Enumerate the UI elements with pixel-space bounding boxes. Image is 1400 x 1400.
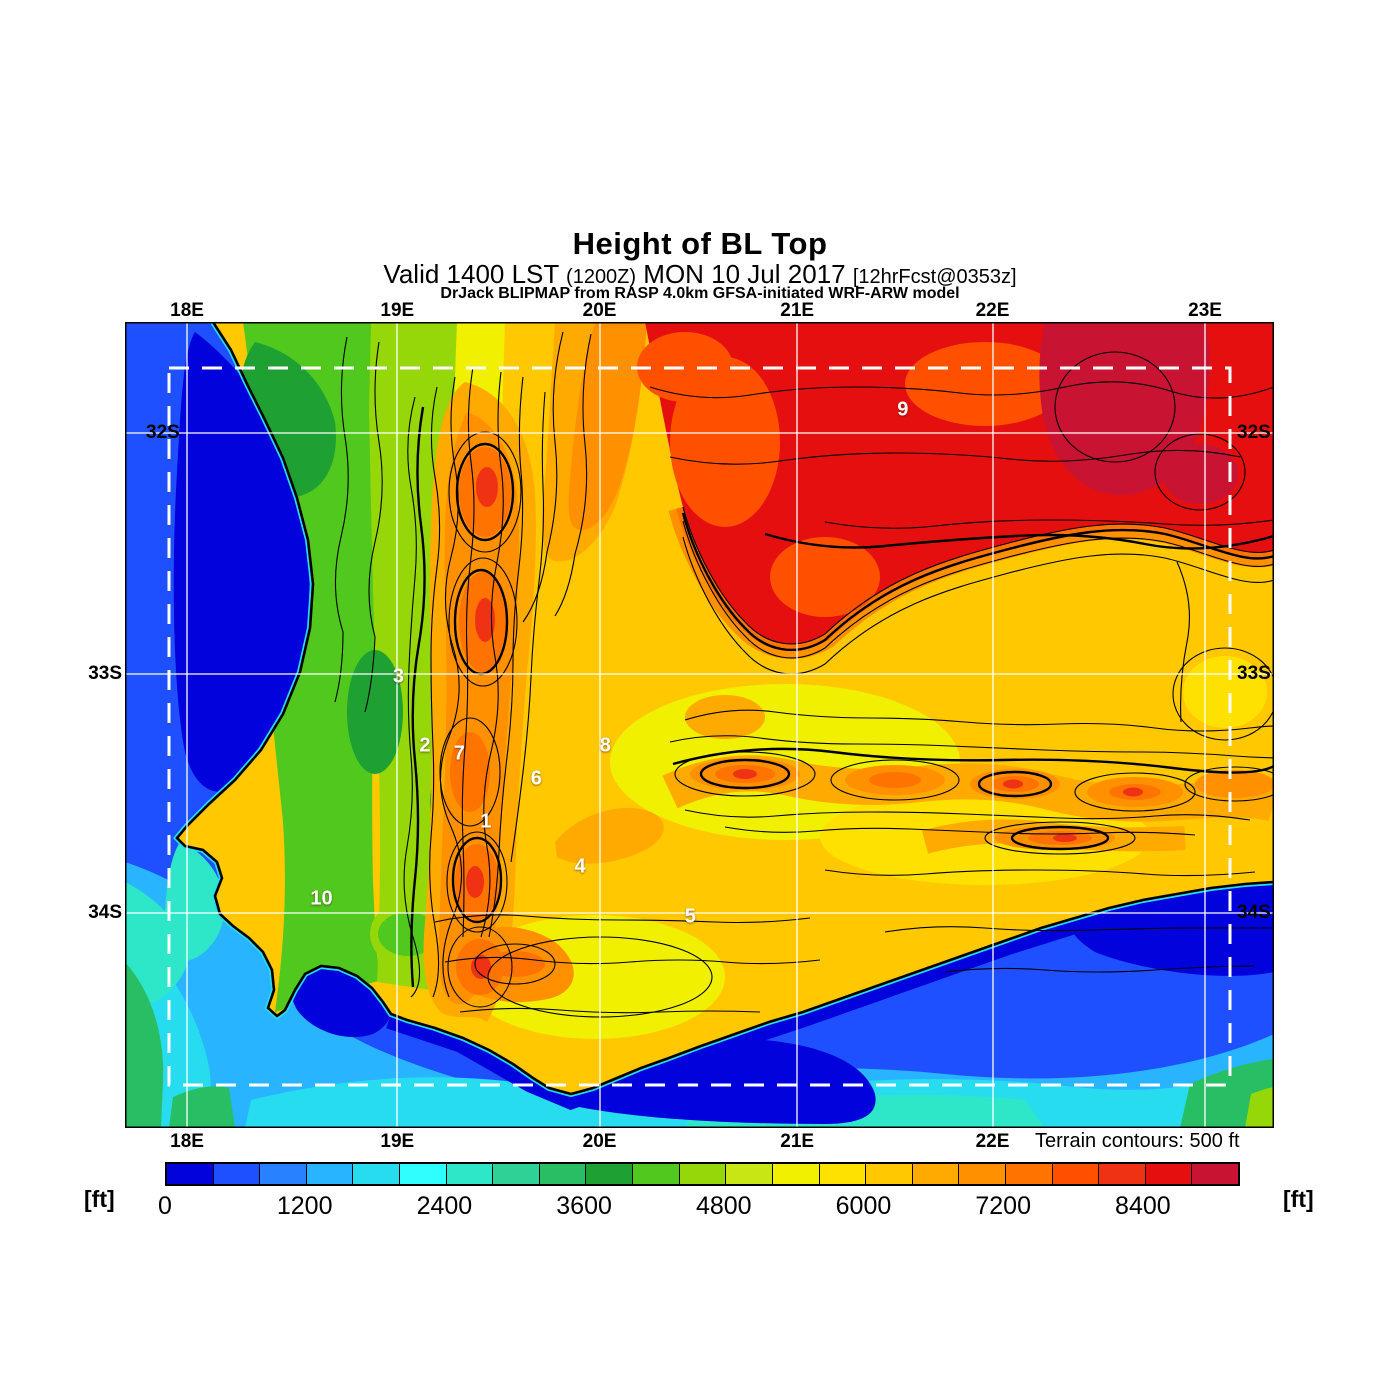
colorbar-tick-3600: 3600 (556, 1192, 612, 1220)
model-source-line: DrJack BLIPMAP from RASP 4.0km GFSA-init… (440, 285, 960, 302)
colorbar-unit-left: [ft] (84, 1186, 115, 1212)
lon-label-bottom-19E: 19E (380, 1131, 415, 1152)
site-marker-2: 2 (419, 734, 431, 757)
lon-label-top-21E: 21E (780, 300, 815, 321)
colorbar-segment-9 (586, 1164, 634, 1184)
colorbar-segment-5 (400, 1164, 447, 1184)
colorbar-segment-19 (1052, 1164, 1100, 1184)
colorbar-segment-1 (213, 1164, 261, 1184)
lat-label-left-34S: 34S (88, 901, 122, 923)
lat-label-right-34S: 34S (1237, 901, 1271, 923)
valid-line-part: (1200Z) (566, 266, 637, 288)
colorbar-tick-6000: 6000 (835, 1192, 892, 1220)
colorbar (165, 1162, 1240, 1186)
terrain-contour-note: Terrain contours: 500 ft (1035, 1130, 1240, 1152)
valid-line-part: MON 10 Jul 2017 (636, 259, 853, 289)
model-domain-box (167, 366, 1232, 1087)
site-marker-3: 3 (392, 665, 405, 688)
colorbar-segment-14 (819, 1164, 867, 1184)
colorbar-segment-18 (1005, 1164, 1053, 1184)
colorbar-tick-1200: 1200 (276, 1192, 333, 1220)
site-marker-5: 5 (684, 905, 696, 928)
colorbar-segment-3 (306, 1164, 354, 1184)
map-area (125, 322, 1274, 1128)
colorbar-segment-0 (167, 1164, 214, 1184)
site-marker-9: 9 (897, 398, 909, 421)
colorbar-segment-6 (446, 1164, 494, 1184)
lat-label-left-33S: 33S (88, 663, 122, 685)
site-marker-7: 7 (453, 742, 465, 765)
colorbar-tick-4800: 4800 (695, 1192, 752, 1220)
colorbar-segment-11 (679, 1164, 727, 1184)
colorbar-segment-16 (912, 1164, 960, 1184)
colorbar-segment-10 (633, 1164, 680, 1184)
lon-label-bottom-20E: 20E (582, 1131, 617, 1152)
colorbar-segment-7 (493, 1164, 540, 1184)
site-marker-4: 4 (574, 855, 586, 878)
page-title: Height of BL Top (572, 226, 828, 261)
colorbar-segment-20 (1099, 1164, 1146, 1184)
colorbar-segment-8 (539, 1164, 587, 1184)
site-marker-8: 8 (599, 734, 611, 757)
site-marker-6: 6 (530, 767, 542, 790)
lat-label-right-32S: 32S (1237, 422, 1271, 444)
lon-label-top-20E: 20E (582, 300, 617, 321)
lon-label-bottom-18E: 18E (170, 1131, 204, 1152)
valid-line-part: Valid 1400 LST (383, 259, 567, 289)
site-marker-10: 10 (310, 887, 333, 910)
lon-label-top-18E: 18E (170, 300, 204, 321)
valid-time-line: Valid 1400 LST (1200Z) MON 10 Jul 2017 [… (0, 259, 1400, 290)
colorbar-tick-7200: 7200 (975, 1192, 1031, 1220)
lon-label-top-22E: 22E (975, 300, 1010, 321)
lon-label-bottom-21E: 21E (780, 1131, 815, 1152)
map-frame (125, 322, 1274, 1128)
colorbar-segment-22 (1192, 1164, 1239, 1184)
colorbar-segment-13 (772, 1164, 820, 1184)
colorbar-segment-4 (353, 1164, 401, 1184)
colorbar-tick-0: 0 (158, 1192, 172, 1220)
terrain-contours-bold (410, 406, 1274, 988)
colorbar-unit-right: [ft] (1283, 1186, 1314, 1212)
valid-line-part: [12hrFcst@0353z] (852, 266, 1017, 288)
colorbar-segment-12 (726, 1164, 773, 1184)
terrain-contours-thin (334, 331, 1274, 1018)
lat-label-right-33S: 33S (1237, 663, 1271, 685)
map-canvas (125, 322, 1274, 1128)
colorbar-tick-8400: 8400 (1115, 1192, 1171, 1220)
site-marker-1: 1 (480, 810, 492, 833)
lon-label-top-23E: 23E (1188, 300, 1222, 321)
colorbar-segment-17 (959, 1164, 1006, 1184)
colorbar-tick-2400: 2400 (416, 1192, 473, 1220)
lat-label-left-32S: 32S (146, 422, 180, 444)
colorbar-segment-15 (866, 1164, 913, 1184)
lon-label-top-19E: 19E (380, 300, 415, 321)
latlon-grid (125, 322, 1274, 1128)
colorbar-segment-21 (1145, 1164, 1193, 1184)
lon-label-bottom-22E: 22E (975, 1131, 1010, 1152)
colorbar-segment-2 (260, 1164, 307, 1184)
